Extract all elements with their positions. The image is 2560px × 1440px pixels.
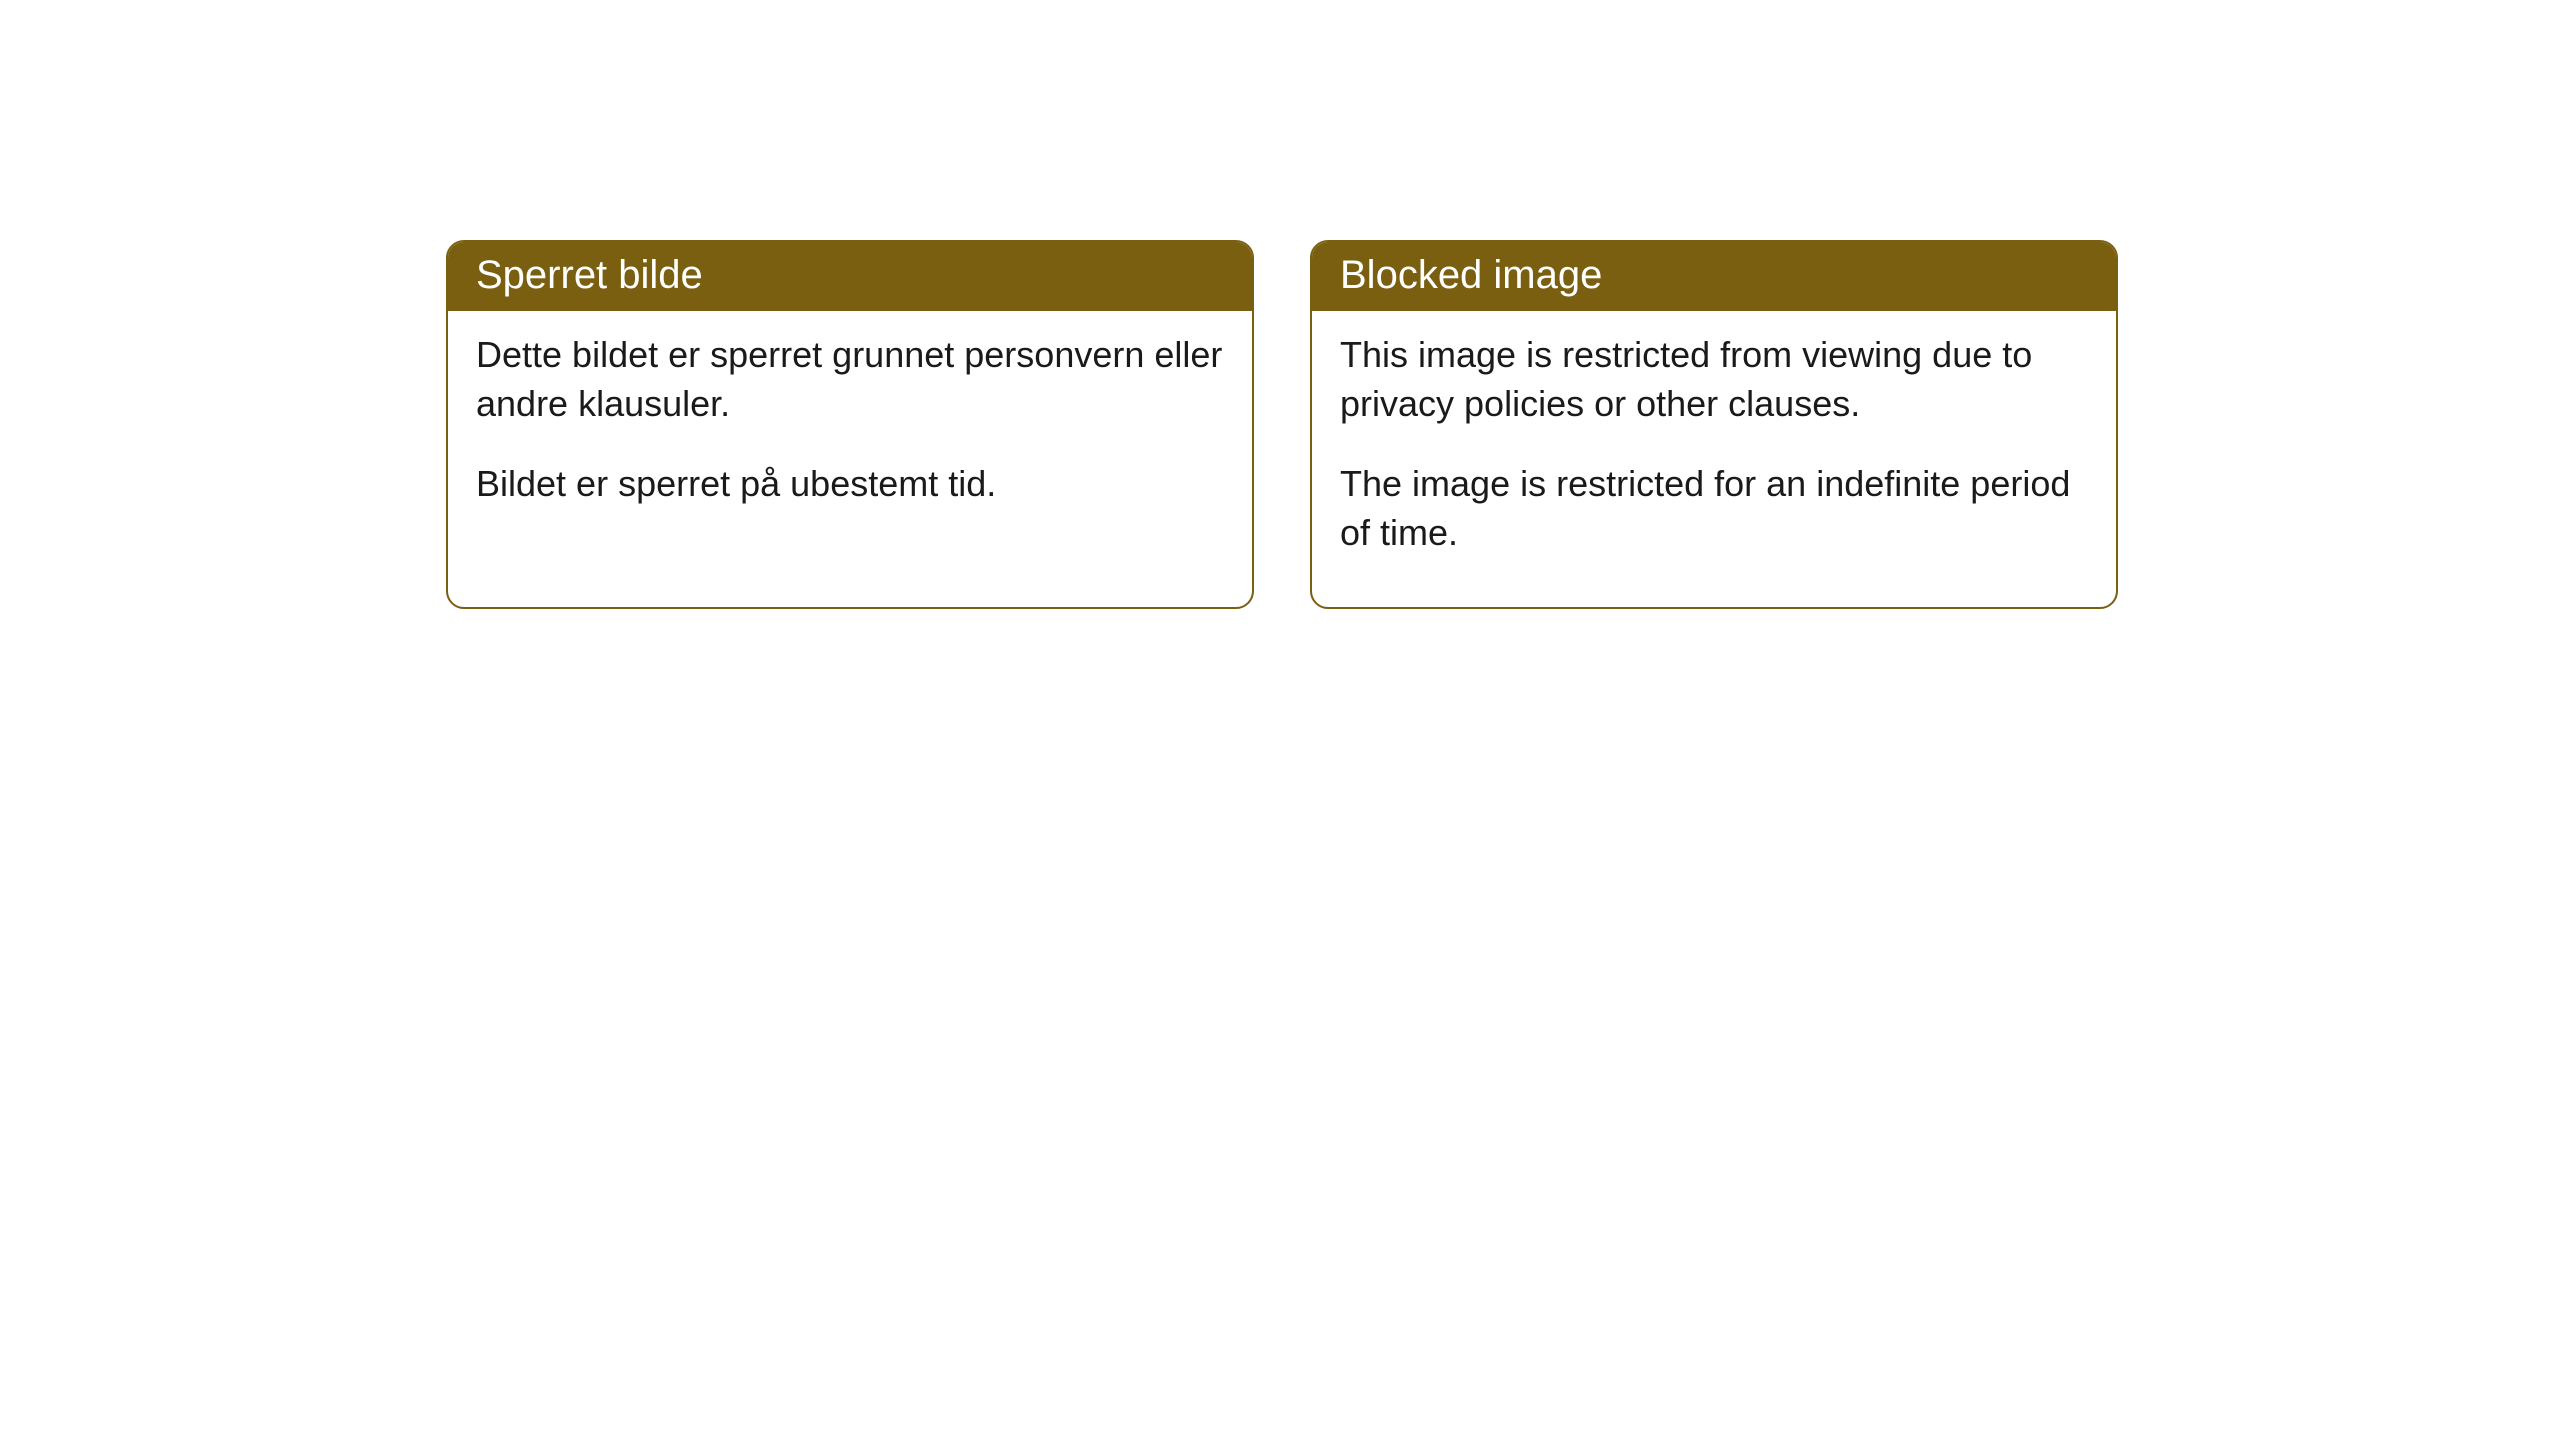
- card-paragraph-2-norwegian: Bildet er sperret på ubestemt tid.: [476, 460, 1224, 509]
- card-paragraph-2-english: The image is restricted for an indefinit…: [1340, 460, 2088, 557]
- card-body-english: This image is restricted from viewing du…: [1312, 311, 2116, 607]
- blocked-image-card-norwegian: Sperret bilde Dette bildet er sperret gr…: [446, 240, 1254, 609]
- card-paragraph-1-english: This image is restricted from viewing du…: [1340, 331, 2088, 428]
- card-body-norwegian: Dette bildet er sperret grunnet personve…: [448, 311, 1252, 559]
- notice-cards-container: Sperret bilde Dette bildet er sperret gr…: [0, 0, 2560, 609]
- card-header-english: Blocked image: [1312, 242, 2116, 311]
- card-header-norwegian: Sperret bilde: [448, 242, 1252, 311]
- card-paragraph-1-norwegian: Dette bildet er sperret grunnet personve…: [476, 331, 1224, 428]
- blocked-image-card-english: Blocked image This image is restricted f…: [1310, 240, 2118, 609]
